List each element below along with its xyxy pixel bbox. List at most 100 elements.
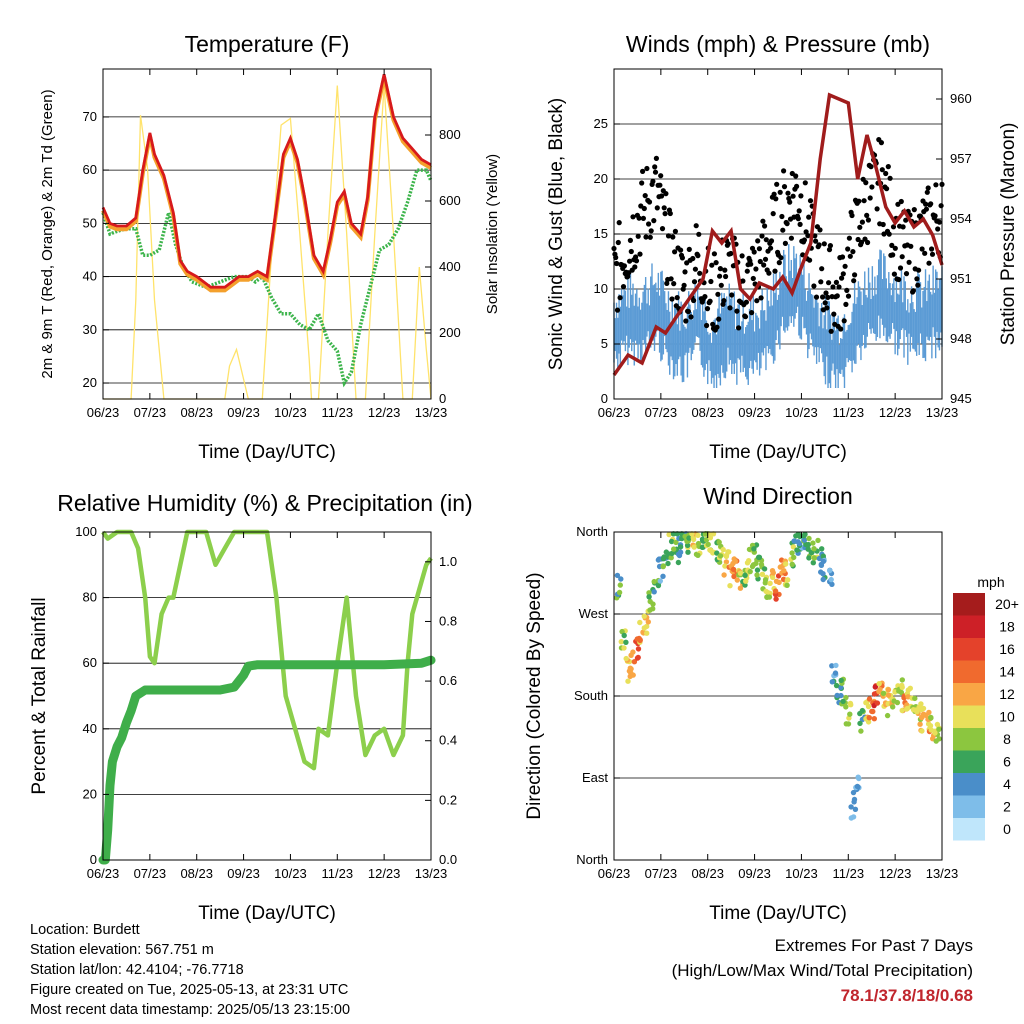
precip-ytick-label-right: 0.8 [439,613,457,628]
gust-point [899,254,905,260]
direction-point [770,574,776,581]
gust-point [777,189,783,195]
gust-point [868,164,874,170]
speed-legend-title: mph [977,574,1004,590]
gust-point [935,226,941,232]
gust-point [628,248,634,255]
gust-point [686,246,692,252]
gust-point [842,263,848,269]
direction-point [644,623,650,630]
direction-point [904,706,910,712]
gust-point [785,190,791,196]
direction-point [801,537,808,543]
gust-point [739,253,745,259]
gust-point [890,252,896,258]
gust-point [615,239,621,246]
humidity-ytick-label: 20 [83,786,97,801]
temperature-ytick-label: 30 [83,322,97,337]
legend-label: 18 [999,619,1015,635]
gust-point [707,298,713,304]
direction-point [671,546,677,552]
legend-swatch [953,683,985,706]
direction-point [885,692,892,698]
direction-point [927,723,934,729]
gust-point [818,279,824,285]
gust-point [880,221,886,228]
gust-point [639,180,645,186]
direction-point [847,711,853,717]
gust-point [734,308,740,314]
legend-label: 8 [1003,731,1011,747]
direction-point [628,666,634,672]
gust-point [825,294,831,300]
gust-point [924,189,930,195]
gust-point [617,295,623,301]
legend-label: 6 [1003,754,1011,770]
direction-point [827,567,833,574]
direction-point [635,654,641,661]
humidity-ylabel: Percent & Total Rainfall [29,597,50,794]
gust-point [762,256,769,262]
gust-point [838,326,844,332]
gust-point [653,155,660,161]
direction-point [848,815,854,821]
direction-point [625,678,631,684]
direction-point [805,541,812,548]
gust-point [716,316,722,322]
gust-point [828,328,834,334]
direction-point [783,561,789,567]
direction-point [928,715,934,721]
gust-point [928,201,934,207]
gust-point [740,278,746,284]
gust-point [722,267,728,273]
gust-point [787,199,793,205]
gust-point [681,282,687,288]
temperature-ylabel: 2m & 9m T (Red, Orange) & 2m Td (Green) [39,89,56,378]
station-latlon: Station lat/lon: 42.4104; -76.7718 [30,962,244,978]
gust-point [892,245,898,251]
extremes-title: Extremes For Past 7 Days [774,936,973,955]
direction-point [618,576,624,582]
gust-point [794,183,800,189]
gust-point [807,198,814,204]
wind-ytick-label: 25 [594,116,608,131]
direction-point [833,682,840,689]
direction-point [635,646,642,652]
direction-point [899,677,905,683]
direction-point [920,705,927,712]
speed-legend: 20+ 18 16 14 12 10 8 6 4 2 0 [953,593,1019,841]
humidity-frame [102,531,432,861]
temperature-title: Temperature (F) [185,31,350,57]
gust-point [801,237,808,243]
gust-point [683,318,689,324]
direction-xtick-label: 10/23 [785,866,818,881]
wind-direction-title: Wind Direction [703,483,853,509]
direction-point [801,533,807,539]
direction-point [616,589,623,596]
direction-point [845,721,852,727]
gust-point [847,253,853,259]
gust-point [858,239,865,245]
pressure-ytick-label-right: 954 [950,211,972,226]
direction-point [843,704,849,710]
direction-point [793,533,799,539]
gust-point [729,292,735,298]
gust-point [646,199,653,205]
gust-point [834,293,840,299]
gust-point [714,324,720,330]
direction-point [685,549,691,555]
direction-point [668,538,675,545]
wind-xtick-label: 09/23 [738,405,771,420]
gust-point [915,282,921,288]
gust-point [691,279,698,285]
humidity-ytick-label: 60 [83,655,97,670]
direction-point [863,700,869,706]
gust-point [761,262,767,268]
gust-point [651,218,657,224]
gust-point [914,276,920,282]
gust-point [925,185,931,191]
gust-point [640,215,647,221]
gust-point [922,250,928,256]
solar-ytick-label-right: 0 [439,391,446,406]
